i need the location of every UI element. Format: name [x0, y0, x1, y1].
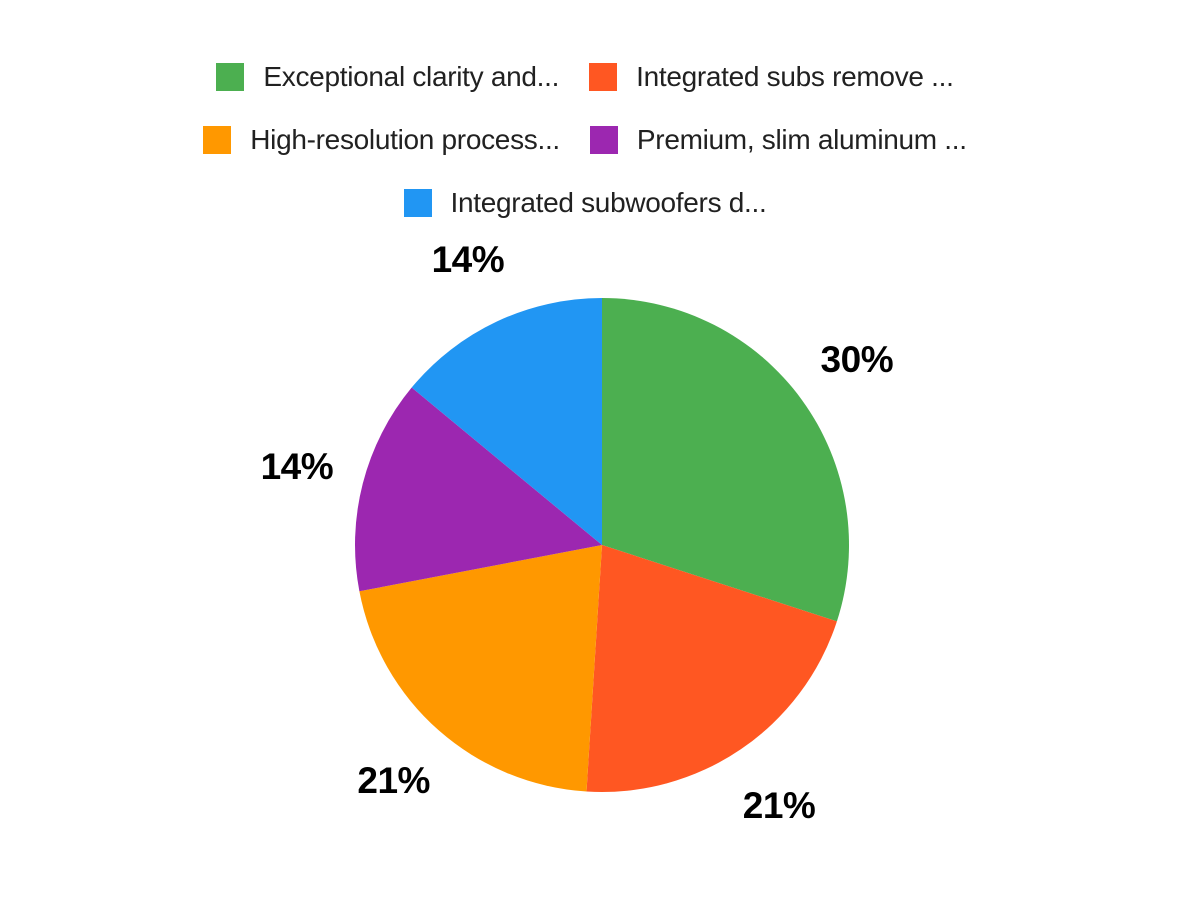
pie-slice-4[interactable]	[411, 298, 602, 545]
legend-label: High-resolution process...	[250, 124, 560, 155]
legend-item-premium-aluminum[interactable]: Premium, slim aluminum ...	[589, 124, 967, 156]
slice-percent-label-purple: 14%	[260, 445, 334, 487]
legend-label: Premium, slim aluminum ...	[636, 124, 967, 155]
slice-percent-label-red-orange: 21%	[742, 784, 816, 826]
legend-item-integrated-subwoofers[interactable]: Integrated subwoofers d...	[403, 187, 767, 219]
legend-swatch-purple	[589, 126, 618, 154]
slice-percent-label-blue: 14%	[431, 238, 505, 280]
legend-swatch-red-orange	[589, 63, 618, 91]
legend-item-integrated-subs[interactable]: Integrated subs remove ...	[589, 61, 954, 93]
pie-slice-1[interactable]	[586, 545, 837, 792]
legend-swatch-green	[216, 63, 245, 91]
chart-legend: Exceptional clarity and... Integrated su…	[0, 57, 1170, 246]
legend-item-high-resolution[interactable]: High-resolution process...	[203, 124, 560, 156]
legend-row-1: Exceptional clarity and... Integrated su…	[0, 57, 1170, 97]
legend-label: Integrated subs remove ...	[636, 61, 954, 92]
legend-label: Integrated subwoofers d...	[450, 187, 767, 218]
pie-slice-0[interactable]	[602, 298, 849, 622]
legend-label: Exceptional clarity and...	[263, 61, 560, 92]
slice-percent-label-green: 30%	[820, 338, 894, 380]
legend-swatch-orange	[203, 126, 232, 154]
legend-row-3: Integrated subwoofers d...	[0, 183, 1170, 223]
legend-item-exceptional-clarity[interactable]: Exceptional clarity and...	[216, 61, 559, 93]
legend-row-2: High-resolution process... Premium, slim…	[0, 120, 1170, 160]
slice-percent-label-orange: 21%	[357, 760, 430, 802]
pie-slice-2[interactable]	[359, 545, 602, 792]
pie-slice-3[interactable]	[355, 387, 602, 592]
legend-swatch-blue	[403, 189, 432, 217]
